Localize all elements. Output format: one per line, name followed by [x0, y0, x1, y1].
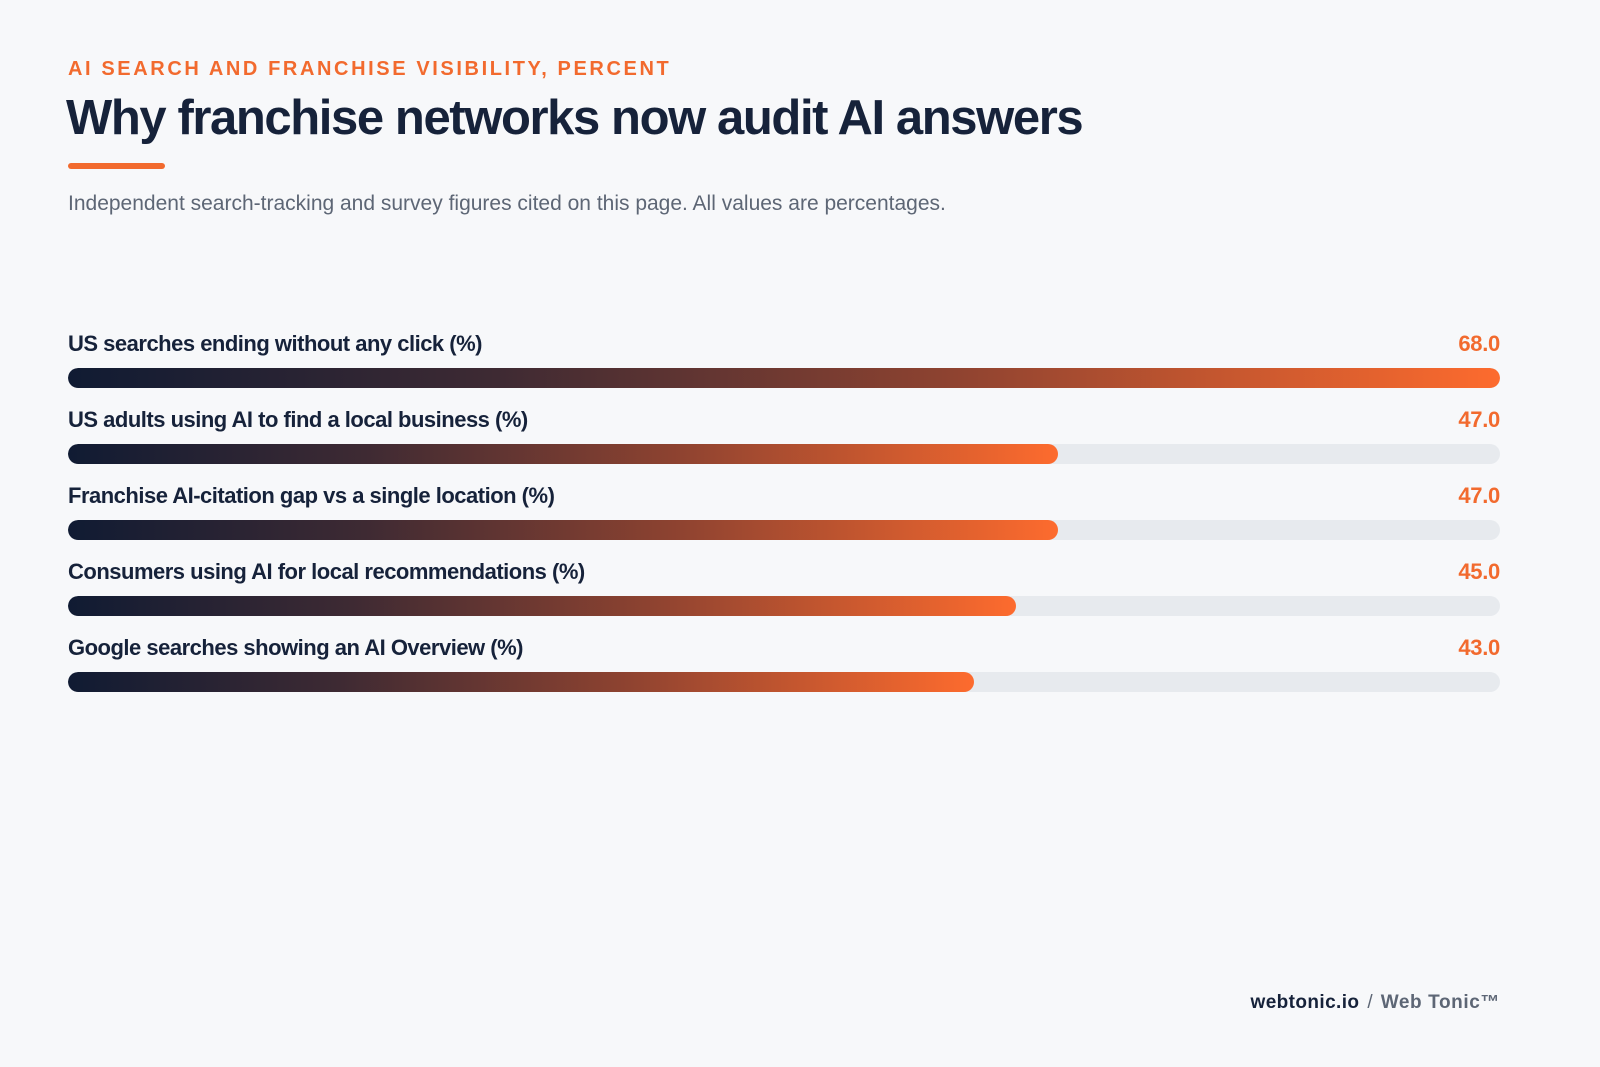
bar-chart: US searches ending without any click (%)… — [68, 330, 1500, 710]
bar-row: US searches ending without any click (%)… — [68, 330, 1500, 406]
bar-label: Franchise AI-citation gap vs a single lo… — [68, 483, 555, 508]
bar-track — [68, 368, 1500, 388]
chart-subtitle: Independent search-tracking and survey f… — [68, 192, 946, 215]
bar-label: Google searches showing an AI Overview (… — [68, 635, 524, 660]
bar — [68, 672, 974, 692]
bar-row: Franchise AI-citation gap vs a single lo… — [68, 482, 1500, 558]
bar-row: Google searches showing an AI Overview (… — [68, 634, 1500, 710]
bar-value-label: 68.0 — [1458, 331, 1500, 356]
bar-row: Consumers using AI for local recommendat… — [68, 558, 1500, 634]
bar — [68, 520, 1058, 540]
bar-track — [68, 672, 1500, 692]
bar — [68, 368, 1500, 388]
bar-track — [68, 520, 1500, 540]
chart-eyebrow: AI SEARCH AND FRANCHISE VISIBILITY, PERC… — [68, 58, 672, 80]
title-accent-rule — [68, 163, 165, 169]
bar-value-label: 47.0 — [1458, 483, 1500, 508]
footer-brand: Web Tonic™ — [1380, 992, 1500, 1013]
chart-title: Why franchise networks now audit AI answ… — [66, 91, 1084, 145]
footer-site: webtonic.io — [1250, 992, 1360, 1013]
bar-value-label: 47.0 — [1458, 407, 1500, 432]
bar-value-label: 43.0 — [1458, 635, 1500, 660]
bar-value-label: 45.0 — [1458, 559, 1500, 584]
bar-track — [68, 444, 1500, 464]
footer: webtonic.io / Web Tonic™ — [1251, 992, 1500, 1014]
footer-separator: / — [1367, 992, 1373, 1013]
bar-row: US adults using AI to find a local busin… — [68, 406, 1500, 482]
bar — [68, 444, 1058, 464]
bar-label: US adults using AI to find a local busin… — [68, 407, 528, 432]
bar-label: Consumers using AI for local recommendat… — [68, 559, 585, 584]
bar-label: US searches ending without any click (%) — [68, 331, 483, 356]
bar-track — [68, 596, 1500, 616]
bar — [68, 596, 1016, 616]
